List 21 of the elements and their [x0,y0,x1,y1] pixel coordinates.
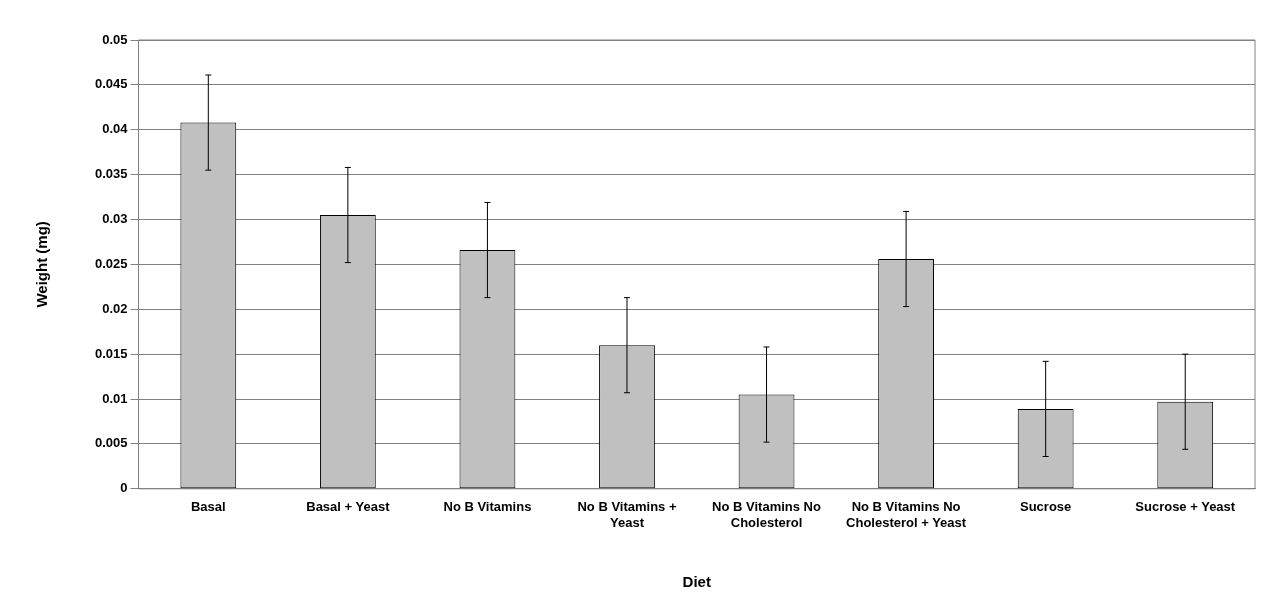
y-tick-label: 0.015 [94,345,128,361]
x-tick-label: Sucrose + Yeast [1135,499,1236,515]
y-tick-label: 0.05 [102,31,128,47]
y-tick-label: 0.02 [102,300,128,316]
y-axis-title: Weight (mg) [33,221,51,308]
x-tick-label: Basal [190,499,226,515]
x-tick-label: No B Vitamins No Cholesterol + Yeast [846,499,967,530]
y-tick-label: 0.01 [102,390,128,406]
x-tick-label: No B Vitamins + Yeast [577,499,677,530]
x-tick-label: No B Vitamins No Cholesterol [712,499,822,530]
x-tick-label: No B Vitamins [443,499,532,515]
x-tick-label: Basal + Yeast [306,499,391,515]
y-tick-label: 0.005 [94,435,128,451]
y-tick-label: 0.045 [94,76,128,92]
y-tick-label: 0.03 [102,211,128,227]
y-tick-label: 0 [120,480,128,496]
x-axis-title: Diet [682,573,711,591]
y-tick-label: 0.035 [94,166,128,182]
y-tick-label: 0.04 [102,121,129,137]
y-tick-label: 0.025 [94,255,128,271]
x-tick-label: Sucrose [1020,499,1072,515]
